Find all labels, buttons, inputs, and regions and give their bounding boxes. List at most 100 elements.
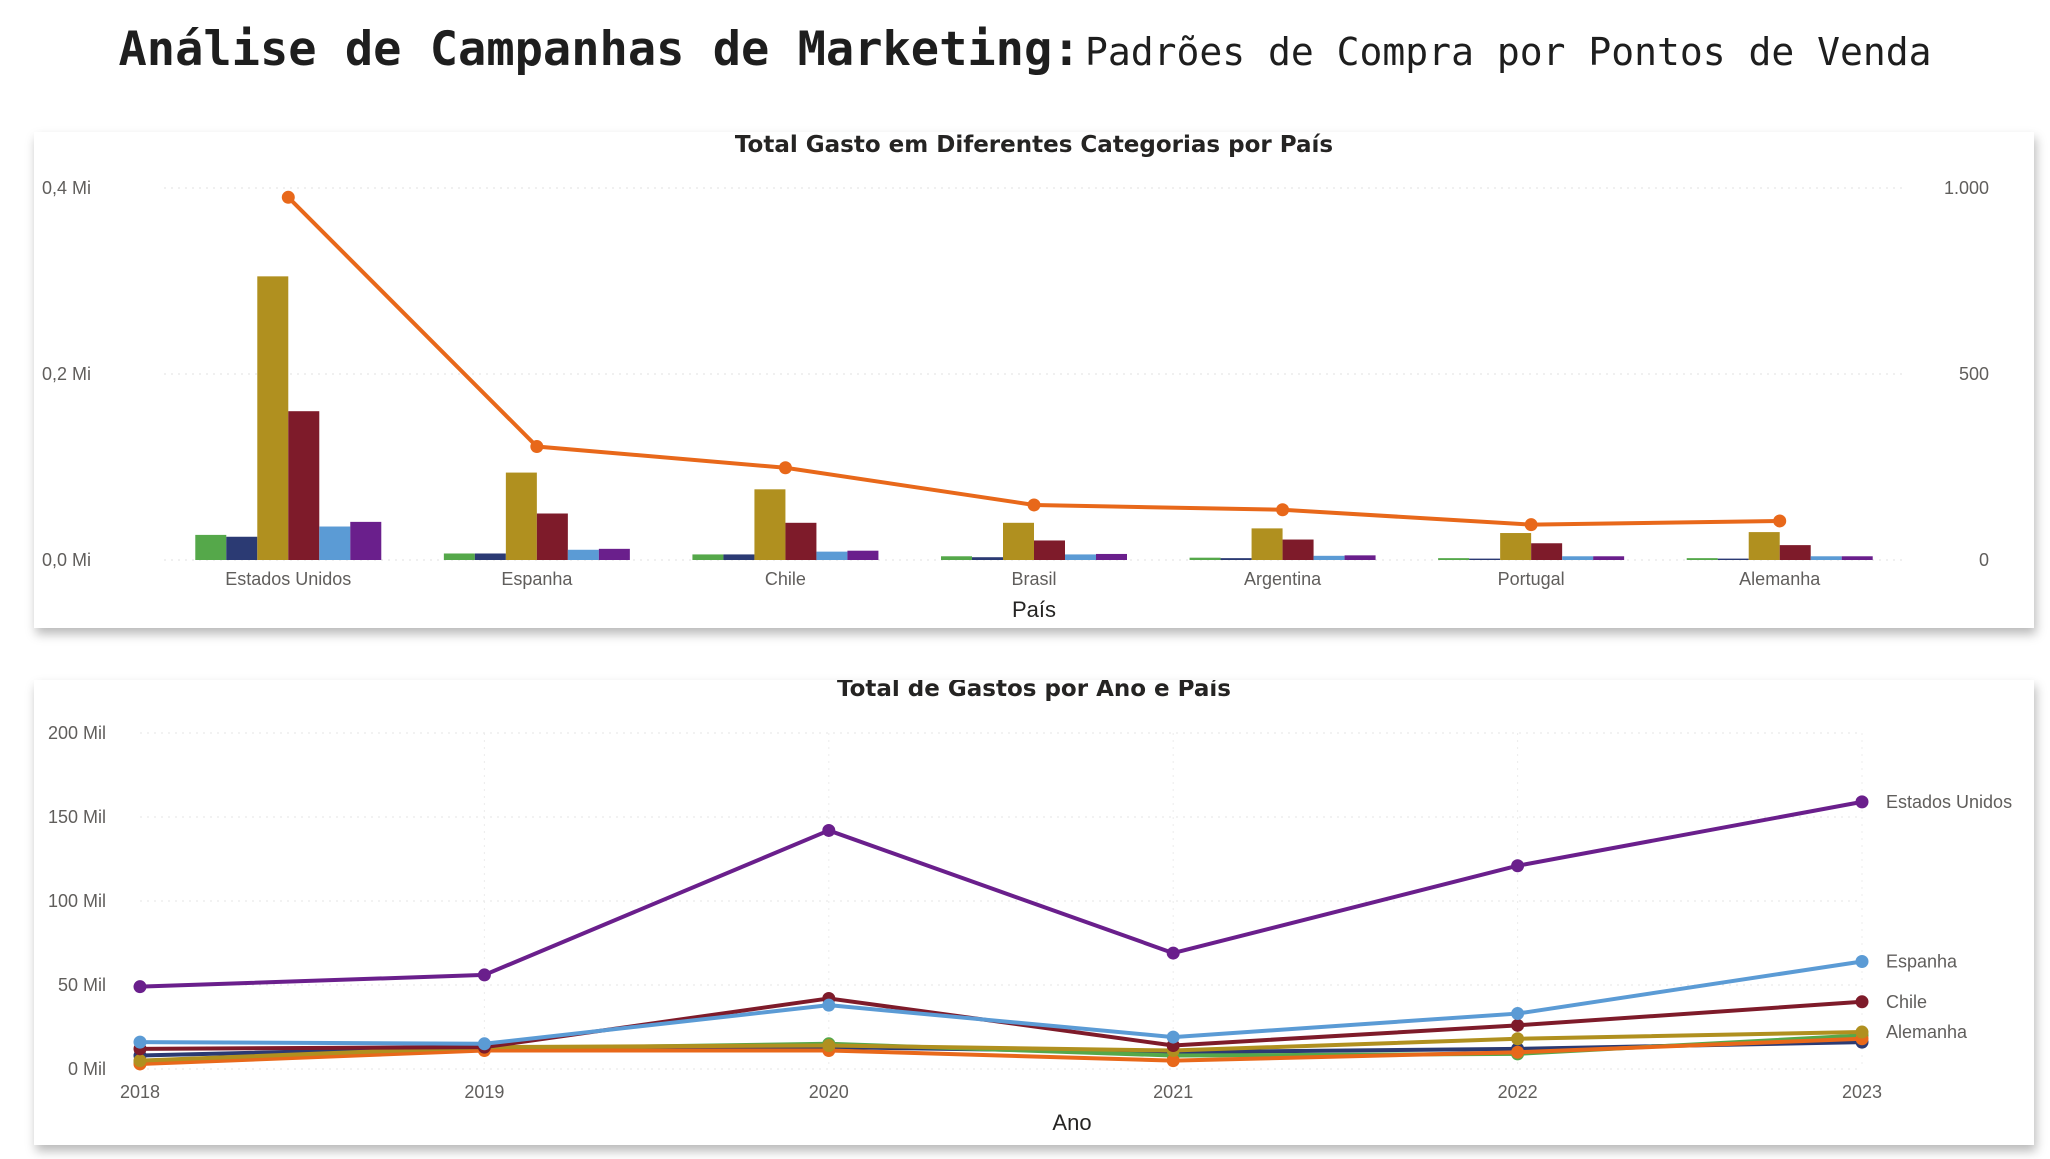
bar-estados-unidos-series-4 (288, 411, 320, 560)
bar-portugal-series-4 (1531, 543, 1563, 560)
point-alemanha-2022 (1511, 1032, 1525, 1046)
point-estados-unidos-2020 (822, 823, 836, 837)
bar-chart-title: Total Gasto em Diferentes Categorias por… (735, 132, 1333, 158)
bar-alemanha-series-1 (1686, 558, 1718, 560)
line-chart-title: Total de Gastos por Ano e País (837, 680, 1231, 702)
bar-espanha-series-4 (536, 513, 568, 560)
line-point-brasil (1027, 498, 1041, 512)
bar-estados-unidos-series-6 (350, 521, 382, 560)
bar-brasil-series-5 (1065, 554, 1096, 560)
point-estados-unidos-2021 (1166, 946, 1180, 960)
bar-chile-series-2 (723, 554, 755, 560)
series-label-chile: Chile (1886, 992, 1927, 1012)
line-chart-x-tick-label: 2019 (464, 1082, 504, 1102)
bar-chart-x-tick-label: Espanha (501, 569, 573, 589)
series-label-alemanha: Alemanha (1886, 1022, 1968, 1042)
bar-chart-x-tick-label: Estados Unidos (225, 569, 351, 589)
bar-alemanha-series-5 (1810, 556, 1842, 560)
point-estados-unidos-2019 (477, 968, 491, 982)
series-label-espanha: Espanha (1886, 951, 1958, 971)
point-espanha-2023 (1855, 954, 1869, 968)
bar-chile-series-1 (692, 554, 724, 560)
bar-chart-card: Total Gasto em Diferentes Categorias por… (34, 132, 2034, 628)
line-chart-y-tick-label: 50 Mil (58, 975, 106, 995)
bar-estados-unidos-series-3 (257, 276, 289, 560)
line-chart: Total de Gastos por Ano e País 0 Mil 50 M… (48, 680, 2012, 1135)
bar-chile-series-4 (785, 522, 817, 560)
bar-portugal-series-2 (1469, 558, 1501, 560)
bar-argentina-series-3 (1251, 528, 1283, 560)
bar-espanha-series-3 (505, 472, 537, 560)
bar-estados-unidos-series-5 (319, 526, 351, 560)
bar-chart: Total Gasto em Diferentes Categorias por… (42, 132, 1989, 622)
point-estados-unidos-2022 (1511, 859, 1525, 873)
bar-portugal-series-6 (1593, 556, 1625, 560)
bar-chart-y-tick-label: 0,4 Mi (42, 178, 91, 198)
bar-brasil-series-3 (1003, 522, 1034, 560)
bar-chart-x-tick-label: Brasil (1011, 569, 1056, 589)
bar-chart-x-tick-label: Alemanha (1739, 569, 1821, 589)
bar-estados-unidos-series-2 (226, 536, 258, 560)
line-point-alemanha (1773, 514, 1787, 528)
point-series-3-2021 (1166, 1054, 1180, 1068)
line-point-estados-unidos (281, 190, 295, 204)
line-chart-x-axis-title: Ano (1052, 1110, 1091, 1135)
bar-alemanha-series-2 (1717, 558, 1749, 560)
line-series-3 (139, 1036, 1863, 1066)
line-chart-card: Total de Gastos por Ano e País 0 Mil 50 M… (34, 680, 2034, 1145)
bar-espanha-series-1 (443, 553, 475, 560)
bar-chile-series-6 (847, 550, 879, 560)
line-chile (139, 996, 1863, 1051)
page-title: Análise de Campanhas de Marketing: Padrõ… (0, 22, 2050, 77)
bar-portugal-series-3 (1500, 533, 1532, 560)
series-label-estados-unidos: Estados Unidos (1886, 792, 2012, 812)
line-point-chile (778, 461, 792, 475)
point-chile-2023 (1855, 995, 1869, 1009)
bar-portugal-series-5 (1562, 556, 1594, 560)
bar-brasil-series-4 (1034, 540, 1065, 560)
point-espanha-2020 (822, 998, 836, 1012)
bar-chart-x-tick-label: Argentina (1244, 569, 1322, 589)
bar-chart-x-tick-label: Chile (765, 569, 806, 589)
point-espanha-2018 (133, 1035, 147, 1049)
point-alemanha-2018 (133, 1054, 147, 1068)
line-estados-unidos (139, 799, 1863, 989)
line-chart-y-tick-label: 150 Mil (48, 807, 106, 827)
line-chart-y-tick-label: 100 Mil (48, 891, 106, 911)
line-chart-y-tick-label: 0 Mil (68, 1059, 106, 1079)
bar-brasil-series-2 (972, 557, 1003, 560)
line-chart-y-tick-label: 200 Mil (48, 723, 106, 743)
bar-chart-y2-tick-label: 500 (1959, 364, 1989, 384)
line-chart-x-tick-label: 2023 (1842, 1082, 1882, 1102)
page-title-main: Análise de Campanhas de Marketing: (118, 22, 1081, 77)
point-series-3-2022 (1511, 1045, 1525, 1059)
bar-argentina-series-2 (1220, 558, 1252, 560)
page-title-subtitle: Padrões de Compra por Pontos de Venda (1085, 30, 1932, 74)
bar-alemanha-series-6 (1841, 556, 1873, 560)
point-alemanha-2023 (1855, 1025, 1869, 1039)
bar-espanha-series-2 (474, 553, 506, 560)
bar-chart-x-tick-label: Portugal (1498, 569, 1565, 589)
bar-chile-series-3 (754, 489, 786, 560)
line-chart-x-tick-label: 2021 (1153, 1082, 1193, 1102)
bar-portugal-series-1 (1438, 558, 1470, 560)
point-espanha-2022 (1511, 1007, 1525, 1021)
line-espanha (139, 959, 1863, 1046)
bar-brasil-series-6 (1096, 553, 1127, 560)
bar-chile-series-5 (816, 551, 848, 560)
line-point-espanha (530, 440, 544, 454)
bar-alemanha-series-4 (1779, 545, 1811, 560)
bar-chart-x-axis-title: País (1012, 597, 1056, 622)
line-chart-x-tick-label: 2018 (120, 1082, 160, 1102)
line-chart-x-tick-label: 2020 (809, 1082, 849, 1102)
bar-estados-unidos-series-1 (195, 534, 227, 560)
bar-argentina-series-5 (1313, 555, 1345, 560)
point-espanha-2019 (477, 1037, 491, 1051)
bar-brasil-series-1 (941, 556, 972, 560)
bar-espanha-series-6 (598, 548, 630, 560)
bar-chart-y2-tick-label: 0 (1979, 550, 1989, 570)
bar-espanha-series-5 (567, 549, 599, 560)
point-espanha-2021 (1166, 1030, 1180, 1044)
bar-chart-y-tick-label: 0,2 Mi (42, 364, 91, 384)
point-estados-unidos-2018 (133, 980, 147, 994)
